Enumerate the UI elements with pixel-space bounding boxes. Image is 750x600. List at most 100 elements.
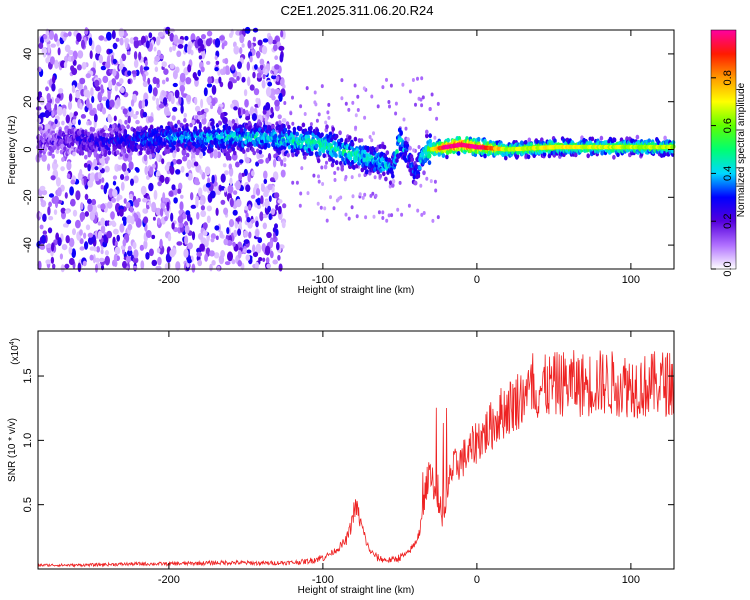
noise-point — [206, 96, 212, 104]
noise-point — [177, 44, 184, 49]
noise-point — [80, 114, 86, 119]
ridge-point — [292, 130, 297, 135]
ridge-point — [504, 155, 508, 161]
noise-point — [41, 46, 47, 56]
noise-point — [204, 108, 209, 113]
noise-point — [169, 249, 176, 258]
ridge-point — [124, 153, 129, 159]
ridge-point — [258, 121, 263, 127]
ridge-point — [446, 137, 451, 143]
noise-point — [81, 61, 87, 70]
noise-point — [278, 92, 283, 102]
ridge-point — [612, 154, 616, 160]
noise-point — [416, 208, 420, 213]
noise-point — [267, 205, 271, 213]
noise-point — [196, 111, 202, 116]
noise-point — [151, 259, 158, 267]
noise-point — [130, 215, 135, 225]
noise-point — [101, 96, 108, 102]
noise-point — [111, 78, 117, 86]
noise-point — [204, 240, 209, 248]
noise-point — [116, 97, 121, 106]
noise-point — [416, 76, 419, 81]
snr-panel: -200 -100 0 100 0.51.01.5 Height of straigh… — [7, 330, 675, 596]
noise-point — [381, 210, 385, 215]
noise-point — [181, 148, 187, 156]
noise-point — [372, 131, 375, 136]
ridge-point — [367, 157, 372, 162]
noise-point — [153, 189, 158, 200]
noise-point — [219, 35, 225, 41]
ridge-point — [61, 120, 65, 126]
noise-point — [105, 61, 111, 69]
noise-point — [226, 227, 230, 235]
ridge-point — [339, 137, 344, 143]
spectrogram-x-label: Height of straight line (km) — [298, 285, 415, 296]
noise-point — [419, 183, 423, 188]
noise-point — [299, 104, 303, 109]
noise-point — [420, 76, 424, 81]
noise-point — [243, 89, 248, 97]
noise-point — [66, 219, 72, 225]
noise-point — [327, 115, 331, 120]
ridge-point — [296, 149, 300, 155]
noise-point — [148, 84, 153, 94]
noise-point — [401, 82, 405, 87]
noise-point — [119, 78, 124, 85]
noise-point — [49, 56, 55, 65]
noise-point — [245, 147, 250, 153]
snr-y-label: SNR (10 * v/v) — [7, 418, 18, 482]
ridge-point — [226, 140, 230, 146]
noise-point — [95, 263, 98, 273]
noise-point — [190, 204, 197, 209]
noise-point — [218, 255, 225, 265]
ridge-point — [290, 144, 295, 149]
ridge-point — [60, 143, 65, 149]
ridge-point — [185, 123, 189, 128]
noise-point — [211, 174, 215, 184]
noise-point — [252, 71, 256, 79]
noise-point — [55, 97, 60, 104]
noise-point — [282, 203, 287, 209]
ridge-point — [115, 127, 119, 132]
noise-point — [303, 112, 307, 116]
noise-point — [53, 195, 59, 204]
ridge-point — [61, 157, 65, 162]
noise-point — [184, 225, 190, 234]
ridge-point — [107, 150, 112, 156]
noise-point — [245, 116, 251, 121]
noise-point — [178, 182, 183, 191]
noise-point — [270, 208, 276, 216]
noise-point — [185, 94, 192, 103]
noise-point — [108, 49, 113, 54]
noise-point — [148, 153, 153, 160]
noise-point — [185, 172, 189, 177]
ridge-point — [663, 135, 667, 141]
noise-point — [256, 50, 261, 59]
noise-point — [127, 78, 131, 84]
noise-point — [283, 163, 287, 168]
noise-point — [335, 198, 339, 203]
noise-point — [381, 216, 385, 220]
snr-x-label: Height of straight line (km) — [298, 585, 415, 596]
ridge-point — [196, 119, 200, 124]
noise-point — [144, 60, 148, 67]
ridge-point — [331, 126, 336, 132]
noise-point — [71, 248, 76, 259]
noise-point — [387, 213, 391, 218]
noise-point — [124, 175, 130, 181]
signal-ridge — [36, 114, 676, 188]
noise-point — [157, 181, 162, 187]
ridge-point — [318, 151, 322, 156]
noise-point — [87, 163, 91, 172]
noise-point — [199, 243, 205, 252]
ridge-point — [599, 135, 604, 141]
noise-point — [232, 79, 237, 84]
noise-point — [166, 201, 170, 212]
noise-point — [70, 198, 76, 207]
noise-point — [169, 46, 173, 53]
noise-point — [333, 171, 337, 175]
noise-point — [191, 263, 196, 273]
noise-point — [127, 70, 132, 76]
noise-point — [272, 259, 279, 265]
